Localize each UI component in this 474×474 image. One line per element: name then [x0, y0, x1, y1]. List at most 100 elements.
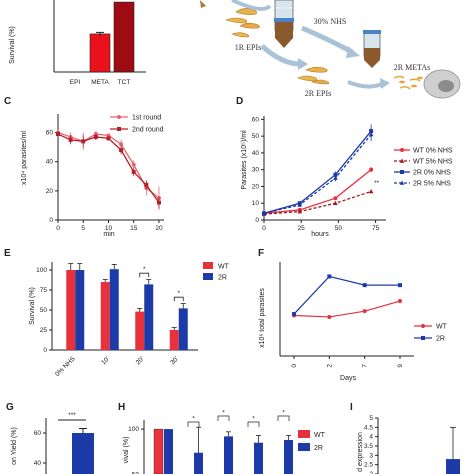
arrow-icon: [231, 0, 272, 11]
panel-e-significance: *: [143, 266, 146, 273]
panel-g-ytick-label: 60: [34, 430, 42, 437]
panel-h-bar: [164, 429, 173, 474]
panel-a-category: EPI: [70, 79, 81, 86]
panel-h-sig-bracket: [187, 421, 200, 427]
panel-e-ytick-label: 75: [40, 287, 48, 294]
panel-c-point: [56, 132, 60, 137]
panel-i: I d expression 2 2.5 3 3.5 4 4.5 5: [350, 402, 460, 474]
panel-f-point: [398, 283, 402, 288]
panel-f-xtick-label: 2: [326, 364, 333, 368]
panel-e-category: 0% NHS: [54, 355, 77, 378]
panel-d-point: [297, 209, 303, 214]
panel-e-ylabel: Survival (%): [29, 287, 36, 325]
panel-c-point: [81, 139, 86, 144]
arrow-head-icon: [380, 78, 390, 89]
panel-c-point: [119, 142, 124, 147]
panel-c-xlabel: min: [103, 231, 114, 238]
panel-e-bar: [169, 330, 179, 350]
arrow-icon: [301, 25, 354, 55]
panel-d-ytick-label: 10: [252, 200, 260, 207]
label-nhs: 30% NHS: [314, 17, 347, 26]
panel-h-significance: *: [192, 416, 195, 423]
panel-e-sig-bracket: [139, 272, 150, 278]
panel-c-point: [119, 148, 124, 153]
panel-d-ytick-label: 30: [252, 167, 260, 174]
panel-a-bar: [113, 1, 135, 73]
panel-d-legend-marker: [399, 158, 405, 163]
panel-f-legend-label: 2R: [436, 336, 445, 343]
panel-e-ytick-label: 0: [43, 347, 47, 354]
panel-d-point: [297, 202, 303, 207]
arrow-icon: [260, 44, 301, 67]
panel-d-point: [333, 200, 338, 206]
panel-c-point: [144, 183, 149, 188]
panel-i-bar: [446, 459, 460, 474]
panel-i-ytick-label: 4.5: [364, 424, 373, 431]
panel-f-point: [398, 299, 402, 304]
panel-h-significance: *: [252, 416, 255, 423]
panel-c-point: [156, 200, 161, 205]
panel-label-g: G: [6, 402, 14, 413]
panel-c-ytick-label: 40: [46, 159, 54, 166]
panel-e-bar: [75, 270, 85, 350]
panel-e-category: 30': [169, 355, 180, 366]
panel-h-significance: *: [222, 410, 225, 417]
panel-c-point: [93, 134, 98, 139]
panel-e-category: 10': [100, 355, 111, 366]
panel-label-i: I: [350, 402, 353, 413]
panel-e-bar: [178, 308, 188, 350]
panel-e: E Survival (%) 0 25 50 75 100 0% NHS 10' 20' * 3…: [4, 248, 230, 378]
panel-d-legend-marker: [399, 180, 405, 185]
panel-d-ytick-label: 60: [252, 116, 260, 123]
panel-f-point: [362, 283, 367, 288]
panel-e-legend-label: WT: [218, 264, 230, 271]
schematic: 1R EPIs 30% NHS 2R EPIs: [200, 0, 461, 99]
panel-i-ytick-label: 2: [369, 471, 373, 474]
panel-f-ylabel: x10⁶ total parasites: [259, 288, 266, 348]
panel-f-legend-marker: [421, 336, 425, 340]
panel-d-series-line: [263, 190, 372, 215]
panel-e-legend-swatch: [203, 273, 213, 280]
panel-e-ytick-label: 25: [40, 327, 48, 334]
panel-c-ytick-label: 20: [46, 188, 54, 195]
panel-d-series-line: [263, 134, 372, 214]
panel-h-sig-bracket: [247, 421, 260, 427]
panel-a-ylabel: Survival (%): [9, 26, 16, 64]
panel-d-ytick-label: 0: [255, 217, 259, 224]
culture-tube-icon: [274, 0, 294, 48]
panel-h-legend-swatch: [298, 443, 310, 451]
panel-c-point: [131, 162, 136, 167]
panel-d: D Parasites (x10⁵)/ml hours 0 10 20 30 40 50 6…: [236, 96, 453, 238]
panel-e-bar: [135, 311, 145, 350]
panel-c-ytick-label: 0: [49, 217, 53, 224]
panel-f-point: [327, 274, 332, 279]
panel-f: F x10⁶ total parasites Days 0 2 7 9 WT 2R: [258, 248, 448, 382]
panel-f-point: [362, 309, 367, 314]
panel-c-ytick-label: 60: [46, 130, 54, 137]
panel-a-category: TCT: [118, 79, 131, 86]
arrow-head-icon: [346, 46, 360, 58]
epi-2r-parasite-icons: [297, 66, 330, 85]
panel-h-sig-bracket: [217, 415, 230, 421]
panel-h-bar: [284, 440, 293, 474]
panel-d-legend-marker: [400, 148, 404, 152]
panel-c-xtick-label: 20: [155, 225, 163, 232]
panel-e-legend-swatch: [203, 262, 213, 269]
panel-h-ylabel: vival (%): [123, 437, 130, 464]
panel-d-xtick-label: 75: [372, 225, 380, 232]
panel-g: G on Yield (%) 40 60 ***: [6, 402, 94, 474]
culture-tube-2-icon: [363, 30, 381, 68]
panel-a: Survival (%) EPI META TCT: [9, 0, 146, 86]
panel-e-ytick-label: 100: [36, 267, 47, 274]
panel-d-point: [333, 196, 338, 201]
panel-d-xtick-label: 50: [335, 225, 343, 232]
panel-h-bar: [254, 442, 263, 474]
panel-f-xtick-label: 0: [291, 364, 298, 368]
panel-label-h: H: [118, 402, 125, 413]
panel-c-series-line: [57, 131, 160, 199]
panel-i-ytick-label: 4: [369, 434, 373, 441]
panel-e-ytick-label: 50: [40, 307, 48, 314]
label-1r-epis: 1R EPIs: [235, 43, 261, 52]
